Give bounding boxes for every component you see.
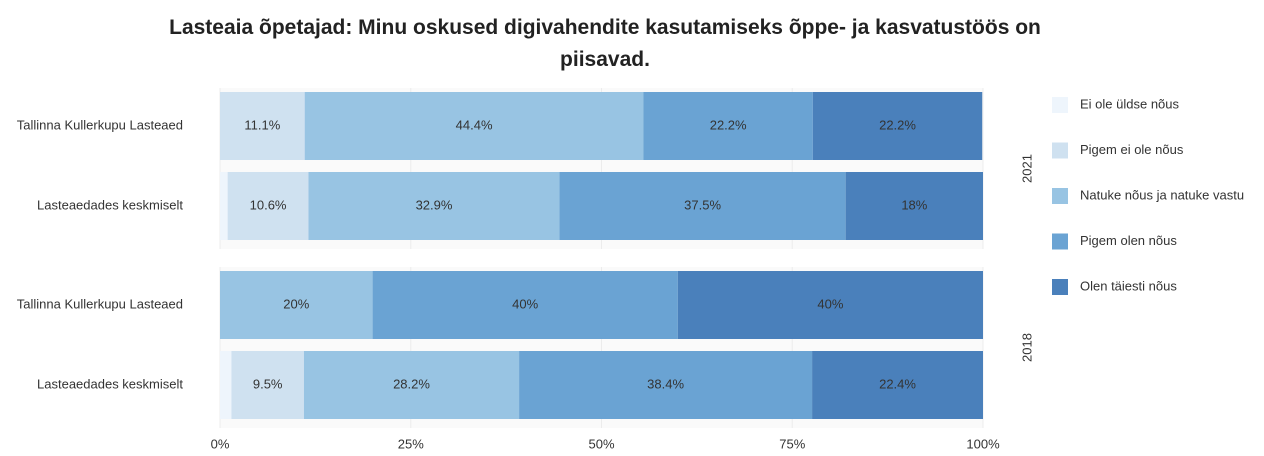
data-label: 37.5% bbox=[684, 197, 721, 212]
legend-swatch bbox=[1052, 279, 1068, 295]
bar-segment bbox=[845, 172, 983, 240]
data-label: 18% bbox=[901, 197, 927, 212]
data-label: 22.2% bbox=[879, 117, 916, 132]
data-label: 10.6% bbox=[250, 197, 287, 212]
bar-segment bbox=[220, 271, 373, 339]
bar-segment bbox=[220, 172, 228, 240]
bar-segment bbox=[677, 271, 983, 339]
bar-segment bbox=[220, 92, 305, 160]
x-tick-label: 25% bbox=[398, 436, 424, 451]
data-label: 22.2% bbox=[710, 117, 747, 132]
data-label: 44.4% bbox=[456, 117, 493, 132]
bar-segment bbox=[308, 172, 560, 240]
y-tick-label: Tallinna Kullerkupu Lasteaed bbox=[17, 296, 183, 311]
legend-label: Ei ole üldse nõus bbox=[1080, 96, 1180, 111]
legend-swatch bbox=[1052, 142, 1068, 159]
panel-label: 2018 bbox=[1019, 333, 1034, 362]
data-label: 11.1% bbox=[244, 117, 280, 132]
panel-label: 2021 bbox=[1019, 154, 1034, 183]
bar-segment bbox=[231, 351, 304, 419]
bar-segment bbox=[559, 172, 846, 240]
bar-segment bbox=[643, 92, 813, 160]
y-tick-label: Lasteaedades keskmiselt bbox=[37, 197, 183, 212]
data-label: 22.4% bbox=[879, 376, 916, 391]
y-tick-label: Lasteaedades keskmiselt bbox=[37, 376, 183, 391]
legend-label: Natuke nõus ja natuke vastu bbox=[1080, 187, 1244, 202]
bar-segment bbox=[519, 351, 813, 419]
legend-swatch bbox=[1052, 233, 1068, 250]
data-label: 32.9% bbox=[416, 197, 453, 212]
legend-label: Pigem olen nõus bbox=[1080, 233, 1177, 248]
data-label: 28.2% bbox=[393, 376, 430, 391]
bar-segment bbox=[812, 351, 983, 419]
legend-swatch bbox=[1052, 97, 1068, 113]
data-label: 40% bbox=[817, 296, 843, 311]
y-tick-label: Tallinna Kullerkupu Lasteaed bbox=[17, 117, 183, 132]
bar-segment bbox=[372, 271, 678, 339]
x-tick-label: 0% bbox=[211, 436, 230, 451]
data-label: 38.4% bbox=[647, 376, 684, 391]
x-tick-label: 50% bbox=[588, 436, 614, 451]
legend-swatch bbox=[1052, 188, 1068, 204]
x-tick-label: 75% bbox=[779, 436, 805, 451]
chart-title: Lasteaia õpetajad: Minu oskused digivahe… bbox=[169, 16, 1041, 71]
bar-segment bbox=[303, 351, 520, 419]
legend-label: Pigem ei ole nõus bbox=[1080, 142, 1184, 157]
bar-segment bbox=[812, 92, 983, 160]
bar-segment bbox=[227, 172, 309, 240]
data-label: 20% bbox=[283, 296, 309, 311]
data-label: 9.5% bbox=[253, 376, 283, 391]
legend-label: Olen täiesti nõus bbox=[1080, 278, 1177, 293]
data-label: 40% bbox=[512, 296, 538, 311]
bar-segment bbox=[304, 92, 644, 160]
x-tick-label: 100% bbox=[966, 436, 1000, 451]
bar-segment bbox=[220, 351, 232, 419]
